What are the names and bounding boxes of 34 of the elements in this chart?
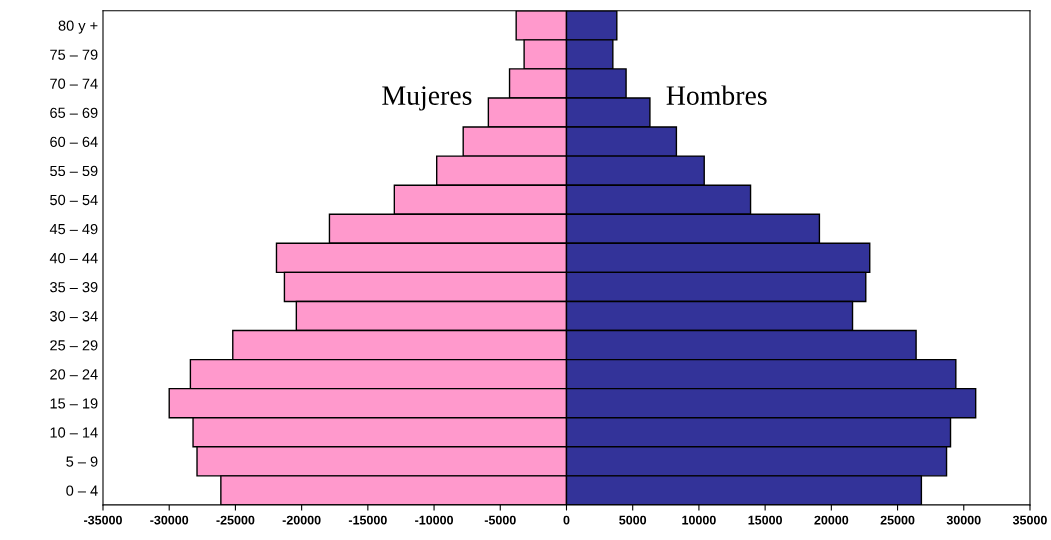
- y-tick-label: 20 – 24: [50, 369, 98, 380]
- y-tick-label: 40 – 44: [49, 252, 98, 264]
- series-label: Mujeres: [382, 86, 472, 111]
- y-tick-label: 55 – 59: [50, 165, 98, 177]
- x-tick-label: -15000: [348, 515, 387, 525]
- x-tick-label: 15000: [748, 515, 782, 525]
- x-tick-label: -35000: [84, 515, 122, 525]
- x-tick-label: 25000: [880, 515, 915, 525]
- y-tick-label: 70 – 74: [50, 78, 98, 89]
- y-tick-label: 80 y +: [58, 20, 98, 34]
- x-tick-label: 20000: [814, 515, 849, 525]
- y-tick-label: 65 – 69: [50, 107, 98, 118]
- y-tick-label: 35 – 39: [50, 282, 98, 293]
- y-tick-label: 5 – 9: [66, 456, 98, 467]
- y-tick-label: 10 – 14: [50, 427, 98, 438]
- x-tick-label: -30000: [150, 515, 189, 525]
- y-tick-label: 0 – 4: [66, 485, 98, 496]
- y-tick-label: 45 – 49: [49, 223, 98, 235]
- y-tick-label: 25 – 29: [50, 340, 98, 351]
- y-tick-label: 30 – 34: [50, 311, 98, 322]
- y-tick-label: 50 – 54: [50, 194, 98, 206]
- x-tick-label: -10000: [415, 515, 454, 525]
- x-tick-label: 0: [563, 515, 570, 525]
- x-tick-label: 35000: [1012, 515, 1047, 525]
- x-tick-label: 5000: [619, 515, 647, 525]
- y-tick-label: 60 – 64: [50, 136, 98, 148]
- y-tick-label: 15 – 19: [50, 398, 98, 409]
- series-label: Hombres: [666, 85, 767, 105]
- x-tick-label: -25000: [216, 515, 255, 525]
- y-tick-label: 75 – 79: [50, 49, 98, 60]
- x-tick-label: 30000: [946, 515, 981, 525]
- x-tick-label: -20000: [282, 515, 321, 525]
- x-tick-label: -5000: [484, 515, 516, 525]
- x-tick-label: 10000: [682, 515, 716, 525]
